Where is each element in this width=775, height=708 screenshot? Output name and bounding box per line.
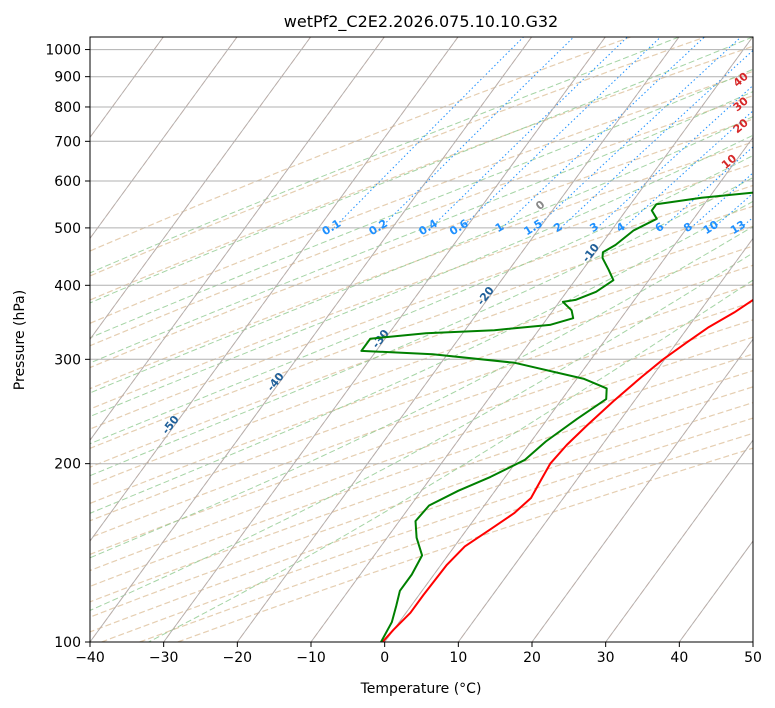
- y-tick-label: 600: [54, 174, 81, 190]
- plot-area: -100-90-80-70-60-50-40-30-20-100.10.20.4…: [90, 37, 775, 642]
- mixing-ratio-lines: [333, 37, 775, 229]
- x-tick-label: −10: [296, 650, 326, 666]
- isotherm-dashed-line: [384, 136, 753, 642]
- isotherm-grid-line: [90, 37, 385, 441]
- grid-lines: [90, 37, 753, 642]
- axes: −40 −30 −20 −10 0 10 20 30 40 5010020030040050060…: [45, 43, 762, 666]
- mixing-ratio-line: [333, 37, 524, 229]
- y-tick-label: 500: [54, 221, 81, 237]
- mixing-ratio-line: [740, 216, 753, 229]
- y-tick-label: 100: [54, 635, 81, 651]
- isotherm-dashed-line: [90, 37, 385, 442]
- x-tick-label: 10: [449, 650, 467, 666]
- mixing-ratio-line: [535, 37, 742, 229]
- dry-adiabat-line: [90, 401, 753, 633]
- dry-adiabat-line: [90, 70, 753, 324]
- x-tick-label: −30: [149, 650, 179, 666]
- isotherm-label: -50: [159, 413, 182, 437]
- isotherm-grid-line: [605, 439, 753, 642]
- mixing-ratio-label: 0.1: [320, 217, 343, 238]
- isotherm-grid-line: [90, 37, 311, 340]
- dry-adiabat-line: [90, 370, 753, 603]
- dry-adiabat-line: [90, 163, 753, 410]
- isotherm-grid-line: [752, 641, 753, 642]
- dry-adiabat-label: 0: [533, 198, 547, 213]
- dry-adiabat-line: [90, 225, 753, 468]
- isotherm-dashed-line: [752, 641, 753, 642]
- chart-title: wetPf2_C2E2.2026.075.10.10.G32: [284, 12, 558, 32]
- dry-adiabat-line: [90, 37, 631, 252]
- y-tick-label: 800: [54, 100, 81, 116]
- mixing-ratio-line: [763, 37, 775, 228]
- x-axis-label: Temperature (°C): [360, 681, 482, 697]
- moist-adiabat-line: [90, 37, 680, 274]
- dry-adiabat-line: [177, 447, 753, 642]
- mixing-ratio-line: [430, 37, 628, 229]
- dry-adiabat-line: [101, 417, 753, 642]
- dewpoint-line: [360, 191, 753, 642]
- dry-adiabat-line: [139, 432, 753, 642]
- isotherm-label: -40: [264, 370, 287, 394]
- moist-adiabat-line: [90, 134, 753, 417]
- isotherm-grid-line: [163, 37, 606, 642]
- isotherm-label: -20: [474, 284, 497, 308]
- x-tick-label: 20: [523, 650, 541, 666]
- dry-adiabat-label: 10: [719, 152, 739, 172]
- isotherm-grid-line: [310, 37, 753, 642]
- y-tick-label: 700: [54, 134, 81, 150]
- isotherm-label: -10: [580, 241, 603, 265]
- dry-adiabat-line: [90, 95, 753, 347]
- moist-adiabat-line: [90, 200, 753, 514]
- y-tick-label: 900: [54, 70, 81, 86]
- isotherm-dashed-line: [90, 37, 238, 240]
- moist-adiabat-line: [90, 116, 753, 394]
- y-tick-label: 400: [54, 278, 81, 294]
- dry-adiabat-line: [90, 301, 753, 539]
- plot-frame: [89, 36, 754, 643]
- mixing-ratio-label: 0.4: [416, 217, 440, 239]
- mixing-ratio-line: [501, 37, 705, 229]
- dry-adiabat-line: [90, 118, 753, 369]
- temperature-line: [381, 298, 753, 642]
- profile-series: [360, 191, 753, 642]
- mixing-ratio-line: [713, 192, 753, 229]
- isotherm-grid-line: [90, 37, 459, 542]
- x-tick-label: 50: [744, 650, 762, 666]
- isotherm-grid-line: [90, 37, 532, 642]
- x-tick-label: 40: [670, 650, 688, 666]
- moist-adiabat-line: [148, 279, 753, 642]
- moist-adiabat-line: [90, 90, 753, 364]
- isotherm-grid-line: [457, 237, 753, 642]
- dry-adiabat-line: [90, 37, 706, 277]
- isotherm-grid-line: [236, 37, 680, 642]
- dry-adiabat-line: [90, 353, 753, 588]
- x-tick-label: −20: [223, 650, 253, 666]
- x-tick-label: −40: [75, 650, 105, 666]
- x-tick-label: 30: [597, 650, 615, 666]
- isotherm-dashed-line: [457, 237, 753, 642]
- moist-adiabat-line: [90, 225, 753, 559]
- mixing-ratio-label: 16: [750, 218, 770, 237]
- mixing-ratio-label: 0.2: [367, 217, 390, 238]
- isotherm-grid-line: [384, 136, 753, 642]
- y-axis-label: Pressure (hPa): [12, 290, 28, 390]
- mixing-ratio-line: [380, 37, 575, 229]
- x-tick-label: 0: [380, 650, 389, 666]
- dry-adiabat-line: [90, 184, 753, 430]
- y-tick-label: 200: [54, 457, 81, 473]
- y-tick-label: 300: [54, 352, 81, 368]
- mixing-ratio-line: [690, 172, 753, 229]
- mixing-ratio-line: [596, 84, 753, 229]
- y-tick-label: 1000: [45, 43, 81, 59]
- mixing-ratio-line: [560, 49, 753, 229]
- moist-adiabat-line: [90, 177, 753, 477]
- moist-adiabat-line: [90, 68, 753, 339]
- isotherm-grid-line: [90, 37, 238, 240]
- mixing-ratio-label: 1.5: [522, 217, 545, 238]
- dry-adiabat-line: [90, 336, 753, 572]
